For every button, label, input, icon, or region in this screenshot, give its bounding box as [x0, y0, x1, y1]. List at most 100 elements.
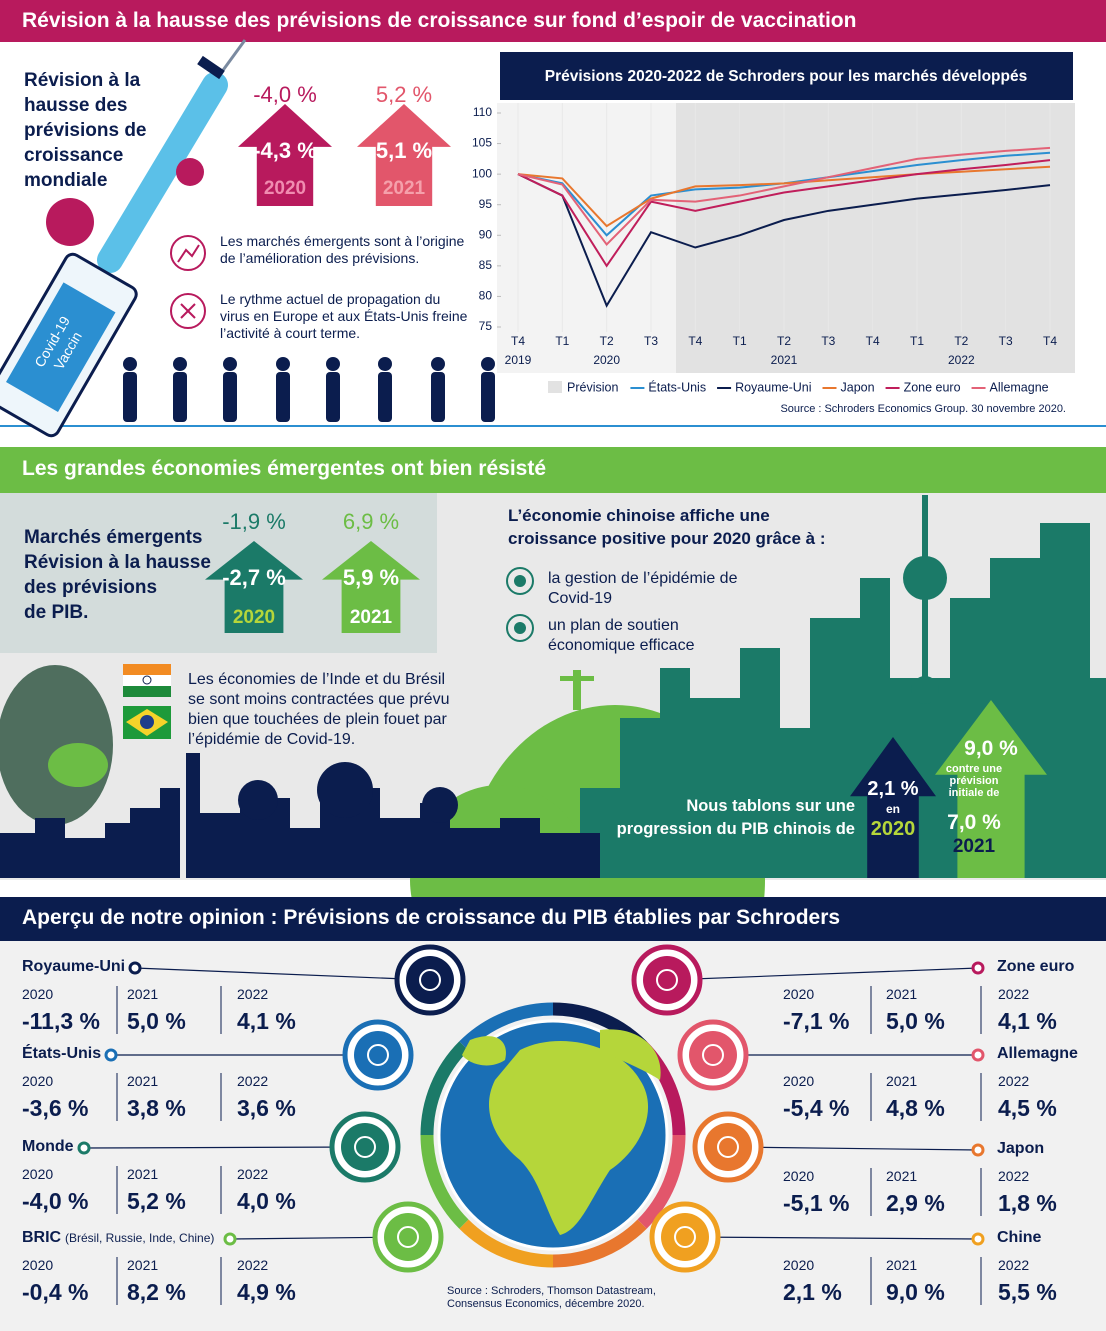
- connector-dot: [971, 961, 985, 975]
- y-tick-label: 75: [479, 319, 493, 333]
- connector-dot: [104, 1048, 118, 1062]
- legend-label: Prévision: [567, 380, 618, 394]
- person-head: [326, 357, 340, 371]
- china-2020-year: 2020: [870, 818, 916, 840]
- globe-ring: [459, 1002, 554, 1051]
- china-2021-note: contre une: [945, 763, 1003, 775]
- arrow: [238, 104, 332, 206]
- legend-swatch: [548, 381, 562, 393]
- y-tick-label: 110: [473, 105, 492, 119]
- heading-line: mondiale: [24, 170, 108, 191]
- region-name: Royaume-Uni: [22, 958, 126, 975]
- section-title: Les grandes économies émergentes ont bie…: [22, 457, 547, 480]
- x-tick-label: T3: [821, 334, 835, 348]
- forecast-year: 2020: [263, 178, 307, 199]
- year-label: 2021: [127, 1073, 159, 1089]
- heading-line: Marchés émergents: [24, 527, 203, 548]
- legend-label: Royaume-Uni: [735, 380, 811, 394]
- year-label: 2021: [127, 986, 159, 1002]
- source: Source : Schroders, Thomson Datastream, …: [447, 1285, 656, 1310]
- year-label: 2022: [998, 1168, 1030, 1184]
- initial-forecast: -1,9 %: [222, 509, 286, 534]
- connector-dot: [128, 961, 142, 975]
- icon: [689, 1031, 737, 1079]
- forecast-area: [676, 103, 1075, 373]
- connector: [134, 967, 431, 981]
- bullet-glyph: [180, 303, 196, 319]
- growth-value: 4,0 %: [237, 1188, 296, 1214]
- icon: [384, 1213, 432, 1261]
- vial-label: [6, 282, 116, 412]
- year-label: 2022: [998, 1257, 1030, 1273]
- person-body: [173, 372, 187, 422]
- flag-india: [123, 686, 171, 697]
- person-body: [276, 372, 290, 422]
- bullet-icon: [506, 567, 534, 595]
- globe-ring: [637, 1134, 686, 1229]
- building: [450, 828, 500, 878]
- x-tick-label: T3: [999, 334, 1013, 348]
- forecast-year: 2021: [382, 178, 426, 199]
- y-tick-label: 85: [479, 258, 493, 272]
- region-name: Chine: [997, 1229, 1042, 1246]
- flag-india: [142, 675, 152, 685]
- x-tick-label: T2: [954, 334, 968, 348]
- x-year-label: 2020: [593, 353, 620, 367]
- dome: [422, 787, 458, 823]
- line-series: [517, 173, 1051, 308]
- growth-value: 9,0 %: [886, 1279, 945, 1305]
- year-label: 2021: [886, 986, 918, 1002]
- arrow: [935, 700, 1047, 878]
- growth-value: -5,1 %: [783, 1190, 850, 1216]
- year-label: 2022: [237, 1257, 269, 1273]
- region-name: Monde: [22, 1138, 74, 1155]
- connector-dot: [77, 1141, 91, 1155]
- growth-value: -5,4 %: [783, 1095, 850, 1121]
- bullet-glyph: [177, 244, 200, 263]
- building: [540, 833, 600, 878]
- chart-title: Prévisions 2020-2022 de Schroders pour l…: [545, 68, 1027, 85]
- flag-brazil: [140, 715, 154, 729]
- x-tick-label: T2: [600, 334, 614, 348]
- x-tick-label: T1: [910, 334, 924, 348]
- statue: [560, 676, 594, 681]
- legend-label: Zone euro: [904, 380, 961, 394]
- year-label: 2020: [783, 1073, 815, 1089]
- china-2021-initial: 7,0 %: [947, 811, 1001, 834]
- region-name: États-Unis: [22, 1045, 102, 1062]
- growth-value: 2,9 %: [886, 1190, 945, 1216]
- bullet-text: Le rythme actuel de propagation du virus…: [220, 291, 468, 341]
- growth-value: -3,6 %: [22, 1095, 89, 1121]
- building: [65, 838, 105, 878]
- connector: [684, 1236, 979, 1240]
- year-label: 2020: [22, 1166, 54, 1182]
- growth-value: 4,5 %: [998, 1095, 1057, 1121]
- growth-value: -11,3 %: [22, 1008, 100, 1034]
- section-title: Révision à la hausse des prévisions de c…: [22, 9, 857, 32]
- year-label: 2022: [998, 1073, 1030, 1089]
- icon: [341, 1123, 389, 1171]
- region-name: Zone euro: [997, 958, 1075, 975]
- india-brazil-text: Les économies de l’Inde et du Brésil se …: [188, 671, 450, 748]
- x-tick-label: T4: [1043, 334, 1057, 348]
- continent: [489, 1041, 649, 1235]
- x-tick-label: T4: [688, 334, 702, 348]
- year-label: 2021: [886, 1257, 918, 1273]
- section-title: Aperçu de notre opinion : Prévisions de …: [22, 906, 841, 929]
- growth-value: 8,2 %: [127, 1279, 186, 1305]
- icon: [406, 956, 454, 1004]
- connector-dot: [971, 1048, 985, 1062]
- connector: [83, 1146, 366, 1149]
- year-label: 2020: [783, 1257, 815, 1273]
- icon: [704, 1123, 752, 1171]
- person-head: [431, 357, 445, 371]
- growth-value: -4,0 %: [22, 1188, 89, 1214]
- revised-forecast: -2,7 %: [222, 565, 286, 590]
- growth-value: -7,1 %: [783, 1008, 850, 1034]
- icon-glyph: [656, 969, 678, 991]
- building: [0, 833, 40, 878]
- growth-value: 4,8 %: [886, 1095, 945, 1121]
- region-name: BRIC: [22, 1229, 62, 1246]
